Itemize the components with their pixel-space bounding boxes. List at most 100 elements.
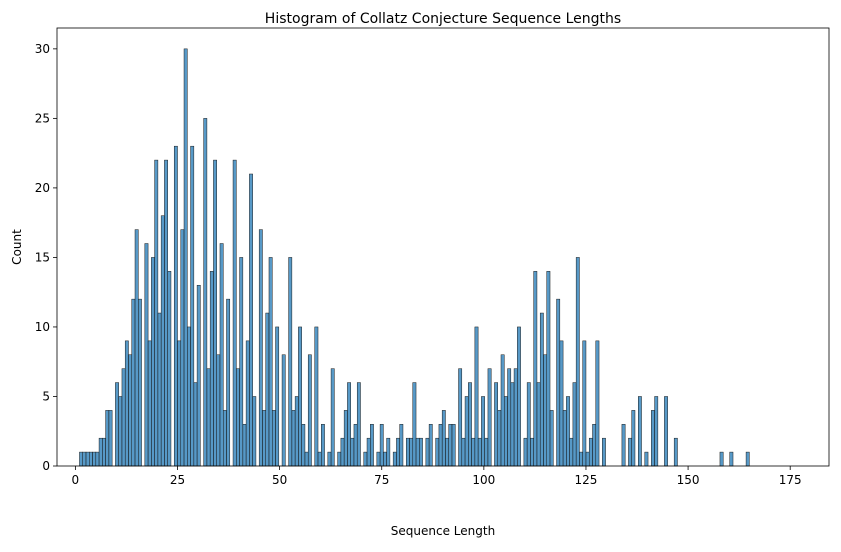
histogram-bar — [350, 437, 355, 467]
histogram-bar — [89, 451, 93, 467]
histogram-bar — [262, 410, 266, 467]
y-tick-label: 20 — [35, 181, 50, 195]
histogram-bar — [340, 437, 345, 467]
histogram-bar — [481, 396, 485, 467]
histogram-bar — [566, 396, 570, 467]
histogram-bar — [216, 354, 221, 467]
histogram-bar — [428, 424, 433, 467]
y-axis-label: Count — [10, 229, 24, 265]
histogram-bar — [477, 437, 482, 467]
histogram-bar — [294, 396, 299, 467]
histogram-bar — [533, 271, 538, 467]
histogram-bar — [556, 298, 561, 467]
histogram-bar — [673, 437, 678, 467]
histogram-bar — [154, 159, 159, 467]
histogram-bar — [582, 340, 587, 467]
histogram-bar — [468, 382, 472, 467]
x-axis-label: Sequence Length — [391, 524, 495, 538]
histogram-bar — [530, 437, 534, 467]
histogram-bar — [118, 396, 123, 467]
histogram-bar — [471, 437, 476, 467]
histogram-bar — [579, 451, 583, 467]
histogram-bar — [588, 437, 593, 467]
histogram-bar — [239, 257, 244, 467]
histogram-bar — [438, 424, 443, 467]
histogram-bar — [131, 298, 136, 467]
histogram-bar — [631, 410, 636, 467]
histogram-bar — [190, 145, 195, 467]
histogram-bar — [399, 424, 404, 467]
histogram-bar — [226, 298, 231, 467]
histogram-bar — [298, 326, 302, 467]
histogram-bar — [500, 354, 505, 467]
histogram-bar — [523, 437, 528, 467]
histogram-bar — [268, 257, 273, 467]
histogram-bar — [435, 437, 440, 467]
x-tick-label: 75 — [374, 473, 389, 487]
y-tick-label: 30 — [35, 42, 50, 56]
histogram-bar — [517, 326, 521, 467]
histogram-bar — [128, 354, 132, 467]
histogram-bar — [405, 437, 410, 467]
histogram-bar — [347, 382, 351, 467]
histogram-bar — [621, 424, 626, 467]
plot-frame — [56, 27, 830, 467]
histogram-bar — [167, 271, 172, 467]
histogram-bar — [507, 368, 512, 467]
histogram-bar — [575, 257, 580, 467]
histogram-bar — [245, 340, 250, 467]
histogram-bar — [288, 257, 293, 467]
histogram-bar — [356, 382, 361, 467]
chart-title: Histogram of Collatz Conjecture Sequence… — [265, 11, 621, 27]
histogram-bar — [539, 312, 544, 467]
histogram-bar — [445, 437, 449, 467]
histogram-bar — [592, 424, 597, 467]
x-tick-label: 100 — [472, 473, 495, 487]
x-tick-label: 175 — [779, 473, 802, 487]
histogram-bar — [363, 451, 368, 467]
histogram-bar — [353, 424, 358, 467]
histogram-bar — [484, 437, 489, 467]
histogram-bar — [569, 437, 574, 467]
histogram-bar — [105, 410, 110, 467]
histogram-bar — [638, 396, 642, 467]
histogram-bar — [242, 424, 247, 467]
histogram-bar — [85, 451, 90, 467]
histogram-bar — [232, 159, 237, 467]
histogram-bar — [549, 410, 554, 467]
histogram-bar — [304, 451, 309, 467]
histogram-bar — [651, 410, 655, 467]
histogram-bar — [628, 437, 632, 467]
histogram-bar — [412, 382, 417, 467]
histogram-bar — [236, 368, 240, 467]
histogram-bar — [180, 229, 185, 467]
histogram-bar — [321, 424, 325, 467]
histogram-bar — [448, 424, 453, 467]
histogram-bar — [124, 340, 129, 467]
y-tick-label: 10 — [35, 320, 50, 334]
x-tick-label: 150 — [677, 473, 700, 487]
histogram-bar — [396, 437, 400, 467]
histogram-bar — [281, 354, 286, 467]
histogram-bar — [183, 48, 188, 467]
histogram-bar — [206, 368, 211, 467]
histogram-bar — [157, 312, 162, 467]
histogram-bar — [370, 424, 374, 467]
y-tick-label: 5 — [42, 389, 50, 403]
histogram-bar — [272, 410, 276, 467]
histogram-bar — [392, 451, 397, 467]
histogram-bar — [419, 437, 423, 467]
histogram-bar — [193, 382, 198, 467]
histogram-bar — [595, 340, 600, 467]
histogram-bar — [275, 326, 280, 467]
histogram-bar — [92, 451, 97, 467]
y-tick-label: 25 — [35, 111, 50, 125]
histogram-bar — [301, 424, 306, 467]
histogram-bar — [147, 340, 152, 467]
histogram-bar — [265, 312, 270, 467]
histogram-bar — [497, 410, 502, 467]
histogram-bar — [464, 396, 469, 467]
histogram-bar — [95, 451, 100, 467]
